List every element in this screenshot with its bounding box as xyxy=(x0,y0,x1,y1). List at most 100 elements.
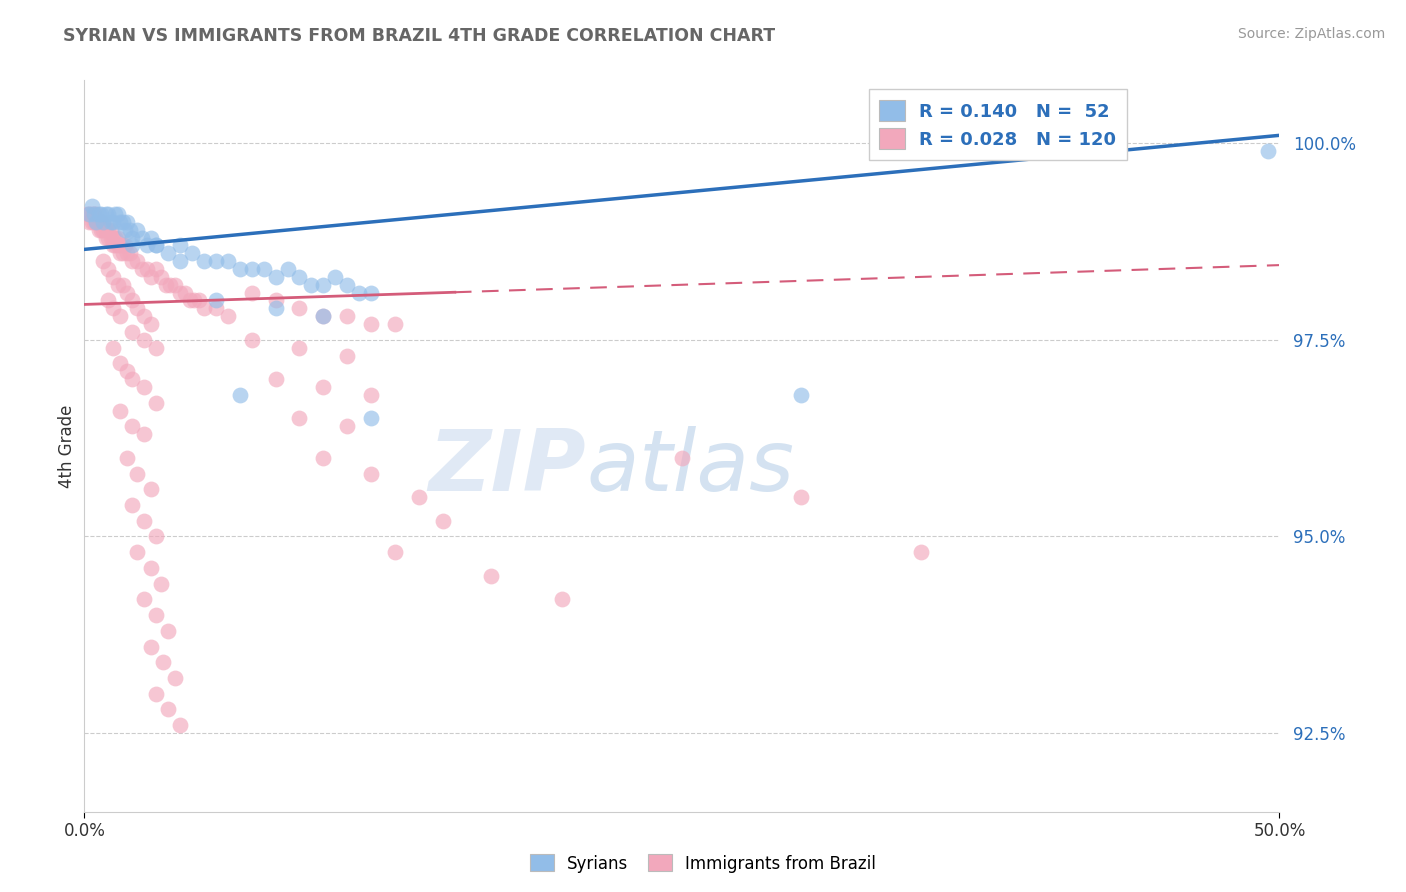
Point xyxy=(288,341,311,355)
Point xyxy=(132,592,156,607)
Point xyxy=(80,215,103,229)
Text: atlas: atlas xyxy=(586,426,794,509)
Text: Source: ZipAtlas.com: Source: ZipAtlas.com xyxy=(1237,27,1385,41)
Point xyxy=(336,277,359,292)
Point xyxy=(87,223,110,237)
Point xyxy=(312,310,335,324)
Point xyxy=(86,207,108,221)
Point xyxy=(76,207,98,221)
Point xyxy=(111,277,134,292)
Point xyxy=(97,223,120,237)
Point xyxy=(132,380,156,394)
Point xyxy=(240,285,263,300)
Point xyxy=(94,230,117,244)
Point xyxy=(93,215,115,229)
Point xyxy=(132,514,156,528)
Point xyxy=(110,356,132,370)
Point xyxy=(551,592,574,607)
Point xyxy=(125,467,148,481)
Legend: Syrians, Immigrants from Brazil: Syrians, Immigrants from Brazil xyxy=(523,847,883,880)
Point xyxy=(90,223,112,237)
Point xyxy=(141,230,163,244)
Point xyxy=(131,230,153,244)
Point xyxy=(384,545,406,559)
Point xyxy=(93,223,115,237)
Point xyxy=(77,207,100,221)
Point xyxy=(135,238,157,252)
Point xyxy=(107,238,129,252)
Point xyxy=(101,215,124,229)
Point xyxy=(264,293,287,308)
Point xyxy=(173,285,195,300)
Point xyxy=(83,215,105,229)
Point xyxy=(349,285,371,300)
Point xyxy=(132,333,156,347)
Point xyxy=(312,277,335,292)
Point xyxy=(145,238,167,252)
Point xyxy=(101,269,124,284)
Point xyxy=(790,388,813,402)
Point xyxy=(117,285,139,300)
Point xyxy=(80,199,103,213)
Point xyxy=(264,269,287,284)
Point xyxy=(101,230,124,244)
Point xyxy=(77,215,100,229)
Point xyxy=(104,230,127,244)
Point xyxy=(114,238,136,252)
Point xyxy=(205,293,228,308)
Point xyxy=(97,207,120,221)
Point xyxy=(110,246,132,260)
Point xyxy=(790,490,813,504)
Point xyxy=(169,718,191,732)
Point xyxy=(253,262,276,277)
Point xyxy=(910,545,932,559)
Point xyxy=(145,529,167,543)
Point xyxy=(125,223,148,237)
Point xyxy=(145,608,167,623)
Point xyxy=(86,215,108,229)
Point xyxy=(179,293,201,308)
Point xyxy=(312,310,335,324)
Point xyxy=(118,246,141,260)
Point xyxy=(141,640,163,654)
Point xyxy=(132,310,156,324)
Point xyxy=(181,246,204,260)
Point xyxy=(205,301,228,316)
Point xyxy=(111,215,134,229)
Point xyxy=(336,310,359,324)
Point xyxy=(97,293,120,308)
Point xyxy=(432,514,454,528)
Point xyxy=(101,301,124,316)
Point xyxy=(107,207,129,221)
Point xyxy=(107,230,129,244)
Point xyxy=(157,624,180,638)
Text: SYRIAN VS IMMIGRANTS FROM BRAZIL 4TH GRADE CORRELATION CHART: SYRIAN VS IMMIGRANTS FROM BRAZIL 4TH GRA… xyxy=(63,27,775,45)
Point xyxy=(360,467,382,481)
Point xyxy=(100,230,122,244)
Point xyxy=(336,419,359,434)
Point xyxy=(131,262,153,277)
Point xyxy=(165,671,187,685)
Point xyxy=(97,230,120,244)
Point xyxy=(312,380,335,394)
Point xyxy=(145,238,167,252)
Point xyxy=(145,396,167,410)
Point xyxy=(217,310,239,324)
Point xyxy=(301,277,323,292)
Point xyxy=(110,215,132,229)
Point xyxy=(100,215,122,229)
Point xyxy=(87,215,110,229)
Point xyxy=(110,238,132,252)
Point xyxy=(145,687,167,701)
Point xyxy=(90,215,112,229)
Point xyxy=(83,207,105,221)
Point xyxy=(360,388,382,402)
Point xyxy=(104,238,127,252)
Point xyxy=(132,427,156,442)
Point xyxy=(671,450,693,465)
Point xyxy=(121,254,143,268)
Point xyxy=(125,545,148,559)
Point xyxy=(104,207,127,221)
Point xyxy=(125,254,148,268)
Point xyxy=(86,215,108,229)
